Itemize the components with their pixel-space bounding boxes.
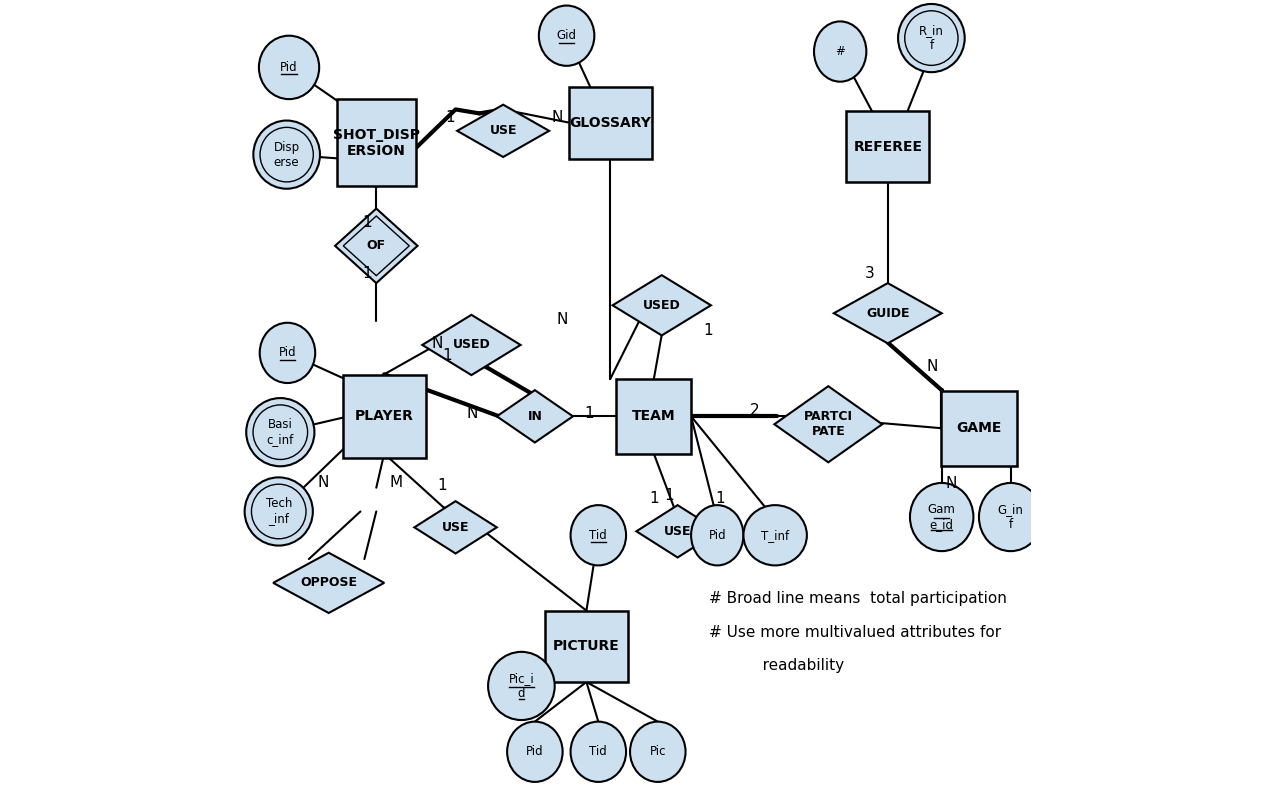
Text: 1: 1 bbox=[443, 348, 451, 362]
Ellipse shape bbox=[743, 505, 806, 565]
Ellipse shape bbox=[571, 722, 626, 782]
Text: 1: 1 bbox=[649, 491, 659, 505]
Text: USE: USE bbox=[441, 521, 469, 534]
Text: Tech
_inf: Tech _inf bbox=[265, 497, 292, 526]
Polygon shape bbox=[834, 283, 942, 343]
Text: 1: 1 bbox=[361, 215, 372, 229]
Text: USED: USED bbox=[453, 339, 491, 351]
Text: readability: readability bbox=[709, 658, 844, 672]
Text: N: N bbox=[467, 407, 478, 421]
Ellipse shape bbox=[245, 477, 313, 546]
FancyBboxPatch shape bbox=[568, 87, 652, 159]
Text: Gam
e_id: Gam e_id bbox=[928, 503, 956, 531]
Ellipse shape bbox=[571, 505, 626, 565]
Ellipse shape bbox=[488, 652, 554, 720]
Text: 1: 1 bbox=[664, 488, 673, 503]
Text: PLAYER: PLAYER bbox=[355, 409, 413, 423]
Text: REFEREE: REFEREE bbox=[853, 140, 922, 154]
Text: GUIDE: GUIDE bbox=[866, 307, 909, 320]
FancyBboxPatch shape bbox=[846, 111, 929, 182]
Text: Pid: Pid bbox=[526, 745, 544, 758]
Ellipse shape bbox=[898, 4, 965, 72]
Text: 2: 2 bbox=[749, 404, 760, 418]
Text: #: # bbox=[836, 45, 844, 58]
Ellipse shape bbox=[259, 36, 320, 99]
Text: # Broad line means  total participation: # Broad line means total participation bbox=[709, 592, 1007, 606]
FancyBboxPatch shape bbox=[616, 379, 691, 454]
Polygon shape bbox=[422, 315, 521, 375]
Ellipse shape bbox=[260, 323, 316, 383]
Ellipse shape bbox=[979, 483, 1042, 551]
Text: 1: 1 bbox=[585, 407, 595, 421]
Ellipse shape bbox=[539, 6, 595, 66]
Text: GAME: GAME bbox=[956, 421, 1002, 435]
Polygon shape bbox=[775, 386, 883, 462]
Text: M: M bbox=[389, 475, 403, 489]
Text: Tid: Tid bbox=[590, 745, 607, 758]
Text: Gid: Gid bbox=[557, 29, 577, 42]
Ellipse shape bbox=[246, 398, 314, 466]
Text: OF: OF bbox=[366, 239, 385, 252]
Polygon shape bbox=[273, 553, 384, 613]
Text: R_in
f: R_in f bbox=[919, 24, 943, 52]
Polygon shape bbox=[458, 105, 549, 157]
Ellipse shape bbox=[691, 505, 743, 565]
Text: 1: 1 bbox=[715, 491, 724, 505]
Ellipse shape bbox=[910, 483, 974, 551]
Text: Tid: Tid bbox=[590, 529, 607, 542]
Text: T_inf: T_inf bbox=[761, 529, 789, 542]
Text: N: N bbox=[552, 110, 563, 125]
Ellipse shape bbox=[254, 121, 320, 189]
Text: SHOT_DISP
ERSION: SHOT_DISP ERSION bbox=[332, 128, 420, 158]
FancyBboxPatch shape bbox=[941, 390, 1017, 465]
Polygon shape bbox=[335, 209, 417, 283]
Text: Pid: Pid bbox=[280, 61, 298, 74]
Text: Pid: Pid bbox=[279, 347, 297, 359]
Text: PARTCI
PATE: PARTCI PATE bbox=[804, 410, 853, 439]
Text: USE: USE bbox=[489, 125, 517, 137]
Text: 3: 3 bbox=[865, 266, 875, 281]
Text: Disp
erse: Disp erse bbox=[274, 140, 299, 169]
Text: G_in
f: G_in f bbox=[998, 503, 1023, 531]
Text: # Use more multivalued attributes for: # Use more multivalued attributes for bbox=[709, 625, 1002, 639]
Text: 1: 1 bbox=[704, 324, 714, 338]
Text: N: N bbox=[317, 475, 328, 489]
Polygon shape bbox=[415, 501, 497, 554]
Text: Pic_i
d: Pic_i d bbox=[508, 672, 534, 700]
FancyBboxPatch shape bbox=[336, 99, 416, 186]
Text: USE: USE bbox=[664, 525, 691, 538]
Text: IN: IN bbox=[527, 410, 543, 423]
Text: 1: 1 bbox=[361, 266, 372, 281]
Text: OPPOSE: OPPOSE bbox=[301, 577, 358, 589]
Text: USED: USED bbox=[643, 299, 681, 312]
Text: 1: 1 bbox=[445, 110, 455, 125]
Text: Pid: Pid bbox=[709, 529, 727, 542]
Text: N: N bbox=[927, 359, 938, 374]
FancyBboxPatch shape bbox=[545, 611, 628, 682]
Text: Basi
c_inf: Basi c_inf bbox=[266, 418, 294, 446]
FancyBboxPatch shape bbox=[342, 375, 426, 458]
Text: Pic: Pic bbox=[649, 745, 666, 758]
Text: N: N bbox=[431, 336, 443, 351]
Polygon shape bbox=[612, 275, 711, 335]
Ellipse shape bbox=[814, 21, 866, 82]
Text: TEAM: TEAM bbox=[631, 409, 676, 423]
Text: PICTURE: PICTURE bbox=[553, 639, 620, 653]
Polygon shape bbox=[637, 505, 719, 557]
Polygon shape bbox=[497, 390, 573, 442]
Text: GLOSSARY: GLOSSARY bbox=[569, 116, 652, 130]
Text: N: N bbox=[557, 312, 568, 327]
Text: 1: 1 bbox=[437, 478, 446, 492]
Ellipse shape bbox=[630, 722, 686, 782]
Text: N: N bbox=[946, 477, 957, 491]
Ellipse shape bbox=[507, 722, 563, 782]
